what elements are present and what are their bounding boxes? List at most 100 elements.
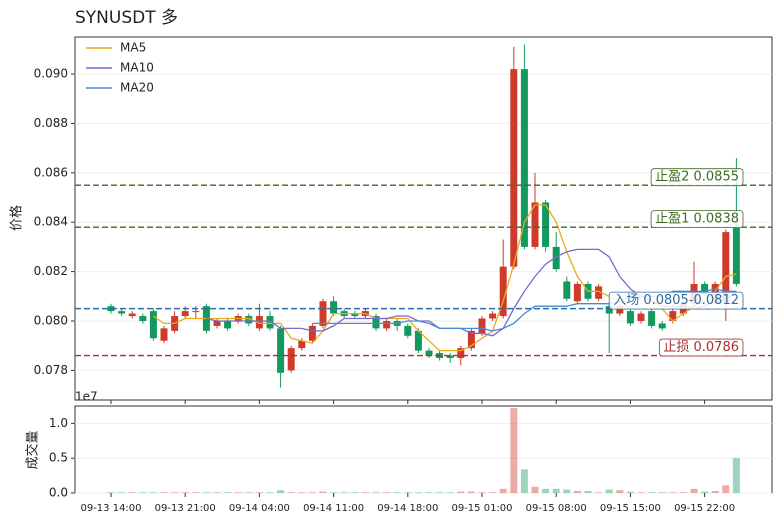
candle-body xyxy=(181,311,189,317)
candle-body xyxy=(478,318,486,334)
volume-bar xyxy=(605,489,613,493)
x-tick-label: 09-14 04:00 xyxy=(229,503,290,514)
volume-bar xyxy=(181,492,189,493)
candle-body xyxy=(414,330,422,351)
volume-bar xyxy=(457,491,465,493)
volume-bar xyxy=(277,490,285,493)
volume-bar xyxy=(224,492,232,493)
legend-label: MA5 xyxy=(120,41,146,55)
volume-bar xyxy=(319,491,327,493)
x-tick-label: 09-15 22:00 xyxy=(674,503,735,514)
volume-bar xyxy=(118,492,126,493)
candle-body xyxy=(626,311,634,324)
candle-body xyxy=(330,301,338,314)
candle-body xyxy=(319,301,327,326)
volume-bar xyxy=(679,492,687,493)
chart-title: SYNUSDT 多 xyxy=(75,8,178,28)
volume-bar xyxy=(658,492,666,493)
candle-body xyxy=(489,313,497,319)
volume-tick-label: 0.5 xyxy=(49,451,68,465)
volume-bar xyxy=(616,490,624,493)
candle-body xyxy=(648,311,656,326)
volume-bar xyxy=(266,492,274,493)
level-label: 止盈2 0.0855 xyxy=(655,170,739,185)
volume-frame xyxy=(74,405,773,494)
volume-bar xyxy=(351,492,359,493)
volume-bar xyxy=(690,488,698,493)
volume-bar xyxy=(626,491,634,493)
candle-body xyxy=(128,313,136,317)
volume-bar xyxy=(192,492,200,493)
x-tick-label: 09-13 21:00 xyxy=(155,503,216,514)
candle-body xyxy=(722,232,730,302)
legend-label: MA10 xyxy=(120,61,154,75)
level-label-box xyxy=(608,291,744,310)
volume-bar xyxy=(245,492,253,493)
candle-body xyxy=(446,355,454,359)
volume-bar xyxy=(107,492,115,493)
y-tick-label: 0.080 xyxy=(34,313,68,327)
candle-body xyxy=(520,69,528,247)
candle-body xyxy=(457,348,465,359)
x-tick-label: 09-15 15:00 xyxy=(600,503,661,514)
volume-bar xyxy=(722,485,730,493)
candle-body xyxy=(277,328,285,373)
volume-bar xyxy=(563,489,571,493)
candle-body xyxy=(351,313,359,317)
candle-body xyxy=(245,316,253,324)
volume-bar xyxy=(372,492,380,493)
x-tick-label: 09-13 14:00 xyxy=(80,503,141,514)
volume-axis-label: 成交量 xyxy=(25,430,41,469)
volume-bar xyxy=(531,486,539,493)
volume-bar xyxy=(234,492,242,493)
volume-bar xyxy=(425,492,433,493)
volume-bar xyxy=(308,492,316,493)
level-label-box xyxy=(650,168,744,187)
candle-body xyxy=(616,306,624,314)
candle-body xyxy=(542,202,550,247)
volume-bar xyxy=(584,490,592,493)
candle-body xyxy=(658,323,666,329)
candle-body xyxy=(383,320,391,329)
candle-body xyxy=(595,286,603,299)
volume-bar xyxy=(287,492,295,493)
candle-body xyxy=(255,316,263,329)
y-tick-label: 0.082 xyxy=(34,264,68,278)
volume-bar xyxy=(637,492,645,493)
volume-bar xyxy=(701,491,709,493)
x-tick-label: 09-14 11:00 xyxy=(303,503,364,514)
volume-bar xyxy=(510,408,518,493)
volume-bar xyxy=(711,490,719,493)
level-label-box xyxy=(658,338,744,357)
volume-bar xyxy=(732,458,740,493)
candle-body xyxy=(298,340,306,349)
level-label-box xyxy=(650,210,744,229)
volume-bar xyxy=(520,469,528,493)
candle-body xyxy=(732,227,740,284)
volume-bar xyxy=(330,492,338,493)
candle-body xyxy=(224,320,232,329)
x-tick-label: 09-14 18:00 xyxy=(377,503,438,514)
volume-bar xyxy=(213,492,221,493)
volume-bar xyxy=(128,492,136,493)
candle-body xyxy=(308,325,316,341)
candle-body xyxy=(425,350,433,356)
volume-bar xyxy=(414,492,422,493)
candle-body xyxy=(266,316,274,329)
volume-bar xyxy=(669,492,677,493)
volume-bar xyxy=(298,492,306,493)
candle-body xyxy=(637,313,645,321)
volume-bar xyxy=(139,492,147,493)
volume-bar xyxy=(446,492,454,493)
candle-body xyxy=(192,311,200,313)
volume-bar xyxy=(255,492,263,493)
volume-bar xyxy=(160,492,168,493)
candle-body xyxy=(573,283,581,302)
volume-bar xyxy=(340,492,348,493)
y-tick-label: 0.084 xyxy=(34,215,68,229)
candle-body xyxy=(701,283,709,294)
volume-bar xyxy=(595,492,603,493)
y-tick-label: 0.086 xyxy=(34,165,68,179)
volume-bar xyxy=(361,492,369,493)
